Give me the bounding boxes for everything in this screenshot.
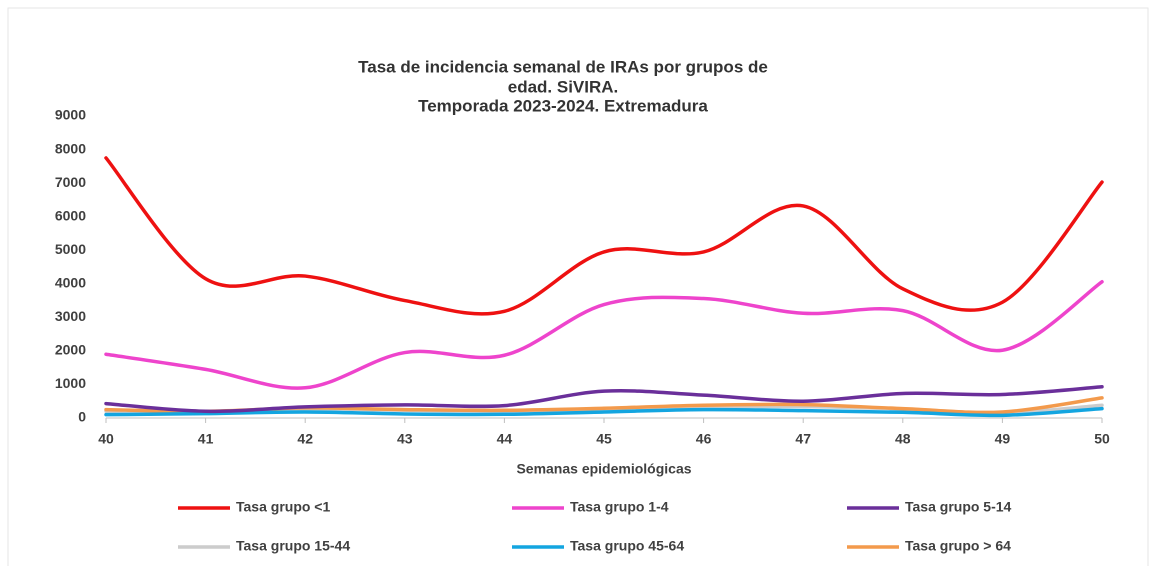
y-tick-label: 9000 <box>55 107 86 123</box>
x-tick-label: 50 <box>1094 431 1110 447</box>
legend-label: Tasa grupo 15-44 <box>236 538 350 554</box>
chart-title: edad. SiVIRA. <box>508 77 619 96</box>
y-tick-label: 5000 <box>55 241 86 257</box>
x-tick-label: 42 <box>297 431 313 447</box>
x-axis-label: Semanas epidemiológicas <box>516 461 691 477</box>
x-tick-label: 45 <box>596 431 612 447</box>
y-tick-label: 3000 <box>55 308 86 324</box>
y-tick-label: 4000 <box>55 274 86 290</box>
series-line <box>104 406 1104 418</box>
legend-label: Tasa grupo > 64 <box>905 538 1011 554</box>
legend-label: Tasa grupo 45-64 <box>570 538 684 554</box>
series-line <box>104 156 1104 316</box>
series-line <box>104 385 1104 414</box>
x-tick-label: 47 <box>795 431 811 447</box>
y-tick-label: 0 <box>78 409 86 425</box>
y-tick-label: 1000 <box>55 375 86 391</box>
x-tick-label: 41 <box>198 431 214 447</box>
y-tick-label: 6000 <box>55 207 86 223</box>
x-tick-label: 48 <box>895 431 911 447</box>
chart-title: Temporada 2023-2024. Extremadura <box>418 96 708 115</box>
x-tick-label: 49 <box>995 431 1011 447</box>
series-line <box>104 280 1104 390</box>
x-tick-label: 43 <box>397 431 413 447</box>
y-tick-label: 8000 <box>55 140 86 156</box>
y-tick-label: 7000 <box>55 174 86 190</box>
legend-label: Tasa grupo <1 <box>236 499 330 515</box>
y-tick-label: 2000 <box>55 342 86 358</box>
x-tick-label: 44 <box>497 431 513 447</box>
x-tick-label: 46 <box>696 431 712 447</box>
chart-border <box>7 7 1149 566</box>
chart-title: Tasa de incidencia semanal de IRAs por g… <box>358 57 768 76</box>
legend-label: Tasa grupo 1-4 <box>570 499 669 515</box>
x-tick-label: 40 <box>98 431 114 447</box>
legend-label: Tasa grupo 5-14 <box>905 499 1012 515</box>
